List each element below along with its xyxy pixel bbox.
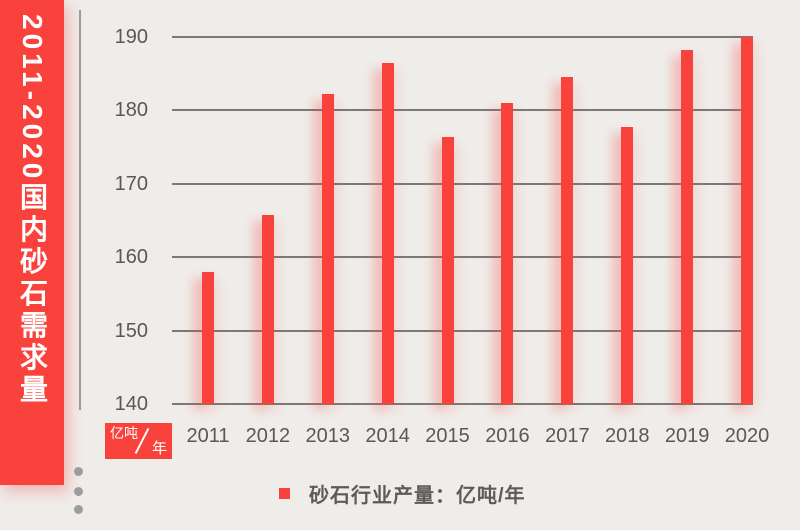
y-tick-label-180: 180 (114, 99, 148, 122)
gridline-170 (172, 182, 753, 185)
gridline-150 (172, 329, 753, 332)
unit-numerator-label: 亿吨 (110, 425, 138, 441)
bar-2018 (621, 126, 634, 404)
bar-2015 (441, 136, 454, 404)
x-tick-label-2013: 2013 (305, 425, 351, 447)
page-title: 2011-2020国内砂石需求量 (17, 14, 48, 407)
title-banner: 2011-2020国内砂石需求量 (0, 0, 64, 485)
y-tick-label-140: 140 (114, 393, 148, 415)
x-tick-label-2012: 2012 (245, 425, 291, 447)
y-tick-label-190: 190 (114, 26, 148, 48)
bar-2020 (741, 37, 753, 404)
gridline-190 (172, 36, 753, 38)
gridline-160 (172, 256, 753, 259)
bar-2016 (501, 103, 514, 404)
gridline-180 (172, 109, 753, 112)
x-tick-label-2018: 2018 (604, 425, 650, 447)
gridline-140 (172, 403, 753, 405)
x-tick-label-2011: 2011 (186, 425, 230, 447)
bar-2013 (321, 94, 334, 404)
x-tick-label-2019: 2019 (664, 425, 710, 447)
x-tick-label-2017: 2017 (545, 425, 590, 447)
x-tick-label-2016: 2016 (485, 425, 530, 447)
y-tick-label-170: 170 (114, 172, 148, 195)
bar-2017 (561, 77, 574, 404)
bar-2014 (381, 62, 394, 404)
bar-2019 (681, 50, 694, 404)
x-axis-labels: 2011 2012 2013 2014 2015 2016 2017 2018 2019 2020 (172, 424, 769, 450)
x-tick-label-2014: 2014 (365, 425, 410, 447)
plot-area (172, 36, 753, 405)
bar-2012 (261, 214, 274, 404)
chart-legend: 砂石行业产量：亿吨/年 (279, 481, 526, 507)
decorative-dot (74, 487, 83, 496)
y-axis-labels: 190 180 170 160 150 140 (96, 26, 148, 415)
y-tick-label-150: 150 (114, 319, 148, 342)
unit-denominator-label: 年 (151, 440, 167, 457)
y-axis-unit-badge: 亿吨 年 (105, 423, 172, 459)
decorative-dot (74, 467, 83, 476)
decorative-vertical-line (79, 10, 81, 410)
x-tick-label-2015: 2015 (425, 425, 470, 447)
x-tick-label-2020: 2020 (724, 425, 770, 447)
legend-color-swatch-icon (279, 487, 290, 499)
decorative-dot (74, 505, 83, 514)
legend-label: 砂石行业产量：亿吨/年 (309, 484, 526, 507)
y-tick-label-160: 160 (114, 246, 148, 269)
bar-2011 (202, 271, 214, 404)
